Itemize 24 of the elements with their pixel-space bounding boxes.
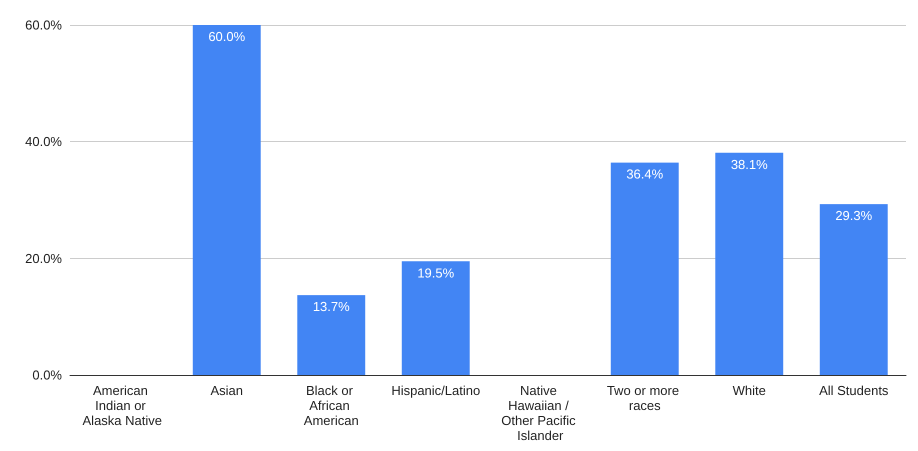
data-label: 19.5% — [417, 265, 455, 280]
data-label: 60.0% — [208, 29, 246, 44]
x-tick-label: American Indian or Alaska Native — [82, 383, 162, 428]
bar — [402, 261, 470, 375]
data-label: 38.1% — [730, 156, 768, 172]
x-tick-label: Hispanic/Latino — [391, 383, 480, 398]
data-label: 29.3% — [835, 208, 873, 224]
y-tick-label: 0.0% — [32, 368, 62, 382]
y-tick-label: 20.0% — [25, 250, 62, 266]
data-label: 36.4% — [626, 166, 664, 182]
bar — [192, 25, 261, 375]
x-tick-label: Native Hawaiian / Other Pacific Islander — [501, 383, 580, 443]
x-tick-label: White — [732, 383, 766, 398]
x-tick-label: Asian — [210, 383, 244, 398]
bar — [820, 204, 888, 375]
bar — [715, 152, 784, 375]
x-tick-label: All Students — [819, 383, 889, 398]
y-tick-label: 60.0% — [25, 18, 62, 32]
bar — [297, 295, 366, 375]
y-tick-label: 40.0% — [25, 134, 62, 150]
x-tick-label: Two or more races — [606, 383, 683, 413]
bar — [610, 162, 679, 375]
x-tick-label: Black or African American — [304, 383, 359, 428]
data-label: 13.7% — [312, 299, 350, 314]
